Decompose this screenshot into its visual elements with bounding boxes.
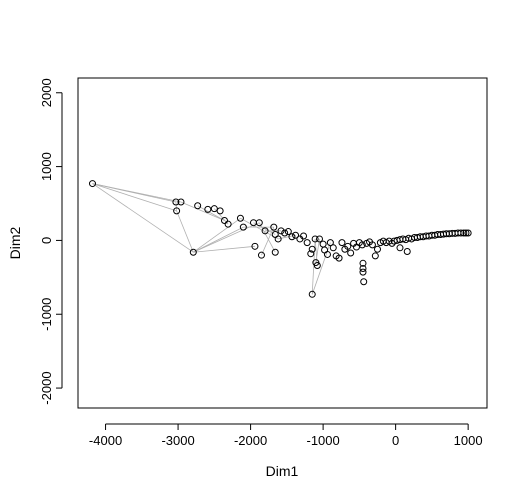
data-point	[344, 242, 352, 250]
data-point	[326, 239, 334, 247]
data-point	[311, 235, 319, 243]
y-axis: -2000 -1000 0 1000 2000	[39, 78, 63, 405]
data-point	[274, 235, 282, 243]
graph-edge	[258, 222, 276, 253]
data-point	[89, 180, 97, 188]
data-point	[277, 227, 285, 235]
data-point	[189, 248, 197, 256]
data-point	[257, 251, 265, 259]
data-point	[315, 235, 323, 243]
data-point	[403, 247, 411, 255]
data-point	[338, 239, 346, 247]
y-tick-label: 2000	[39, 78, 54, 107]
data-point	[457, 229, 465, 237]
data-point	[308, 290, 316, 298]
data-point	[359, 264, 367, 272]
data-point	[220, 216, 228, 224]
graph-edge	[175, 201, 178, 211]
graph-edge	[193, 226, 244, 253]
data-point	[462, 229, 470, 237]
data-point	[292, 231, 300, 239]
x-tick-label: 1000	[454, 433, 483, 448]
data-point	[224, 220, 232, 228]
data-point	[284, 228, 292, 236]
data-point	[261, 227, 269, 235]
x-tick-label: -1000	[306, 433, 339, 448]
x-axis-title: Dim1	[266, 463, 299, 479]
graph-edge	[193, 245, 255, 253]
data-point	[251, 242, 259, 250]
data-point	[308, 245, 316, 253]
data-point	[177, 198, 185, 206]
data-point	[323, 250, 331, 258]
data-point	[359, 259, 367, 267]
data-point	[360, 278, 368, 286]
graph-edge	[315, 238, 320, 263]
graph-edge	[92, 183, 182, 203]
data-point	[371, 252, 379, 260]
data-point	[172, 198, 180, 206]
data-point	[236, 214, 244, 222]
graph-edge	[314, 238, 318, 266]
y-tick-label: 1000	[39, 152, 54, 181]
data-point	[300, 232, 308, 240]
y-tick-label: 0	[39, 237, 54, 244]
data-point	[288, 233, 296, 241]
x-tick-label: -3000	[161, 433, 194, 448]
points-layer	[89, 180, 472, 298]
data-point	[173, 207, 181, 215]
data-point	[204, 205, 212, 213]
data-point	[270, 223, 278, 231]
data-point	[347, 249, 355, 257]
data-point	[464, 229, 472, 237]
graph-edge	[180, 201, 225, 221]
data-point	[460, 229, 468, 237]
graph-edge	[176, 210, 194, 253]
graph-edge	[193, 217, 241, 253]
y-tick-label: -2000	[39, 371, 54, 404]
graph-edge	[92, 183, 177, 212]
x-axis: -4000 -3000 -2000 -1000 0 1000	[89, 423, 483, 448]
x-tick-label: -2000	[234, 433, 267, 448]
data-point	[335, 254, 343, 262]
data-point	[303, 239, 311, 247]
x-tick-label: 0	[392, 433, 399, 448]
data-point	[239, 223, 247, 231]
data-point	[271, 248, 279, 256]
y-tick-label: -1000	[39, 298, 54, 331]
plot-frame	[77, 77, 488, 409]
data-point	[329, 244, 337, 252]
data-point	[388, 239, 396, 247]
data-point	[216, 207, 224, 215]
data-point	[373, 245, 381, 253]
data-point	[194, 202, 202, 210]
data-point	[281, 229, 289, 237]
graph-edge	[261, 226, 275, 256]
graph-edge	[197, 205, 225, 221]
graph-edge	[240, 217, 279, 240]
data-point	[210, 205, 218, 213]
graph-edge	[92, 183, 194, 253]
graph-edge	[193, 222, 260, 253]
data-point	[359, 268, 367, 276]
data-point	[313, 262, 321, 270]
data-point	[368, 241, 376, 249]
data-point	[255, 219, 263, 227]
y-axis-title: Dim2	[7, 226, 23, 259]
data-point	[358, 241, 366, 249]
data-point	[307, 250, 315, 258]
data-point	[396, 244, 404, 252]
x-tick-label: -4000	[89, 433, 122, 448]
